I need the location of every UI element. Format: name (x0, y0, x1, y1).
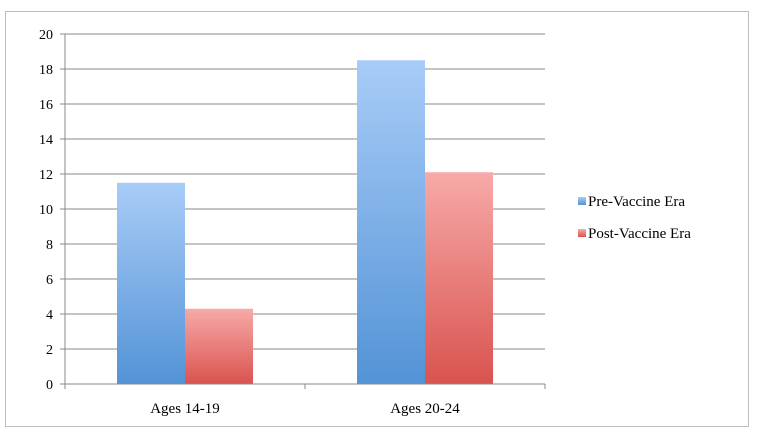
y-tick-label: 14 (39, 133, 53, 148)
legend-swatch (578, 229, 586, 237)
y-tick-label: 0 (46, 378, 53, 393)
legend: Pre-Vaccine Era Post-Vaccine Era (578, 194, 691, 242)
y-tick-label: 12 (39, 168, 53, 183)
legend-swatch (578, 197, 586, 205)
legend-label: Post-Vaccine Era (588, 226, 691, 242)
bar-post-vaccine-era-1 (425, 172, 493, 384)
bar-post-vaccine-era-0 (185, 308, 253, 384)
y-tick-label: 20 (39, 28, 53, 43)
y-tick-label: 10 (39, 203, 53, 218)
bars (117, 60, 493, 384)
x-category-label: Ages 14-19 (150, 401, 220, 417)
y-tick-label: 18 (39, 63, 53, 78)
bar-pre-vaccine-era-1 (357, 60, 425, 384)
y-tick-label: 8 (46, 238, 53, 253)
y-tick-label: 6 (46, 273, 53, 288)
bar-pre-vaccine-era-0 (117, 182, 185, 384)
y-tick-label: 16 (39, 98, 53, 113)
x-category-label: Ages 20-24 (390, 401, 460, 417)
y-tick-label: 2 (46, 343, 53, 358)
y-tick-label: 4 (46, 308, 53, 323)
axes: 0 2 4 6 8 10 12 14 16 18 20 Ages 14-19 Ages 20-24 (39, 28, 546, 417)
legend-label: Pre-Vaccine Era (588, 194, 685, 210)
